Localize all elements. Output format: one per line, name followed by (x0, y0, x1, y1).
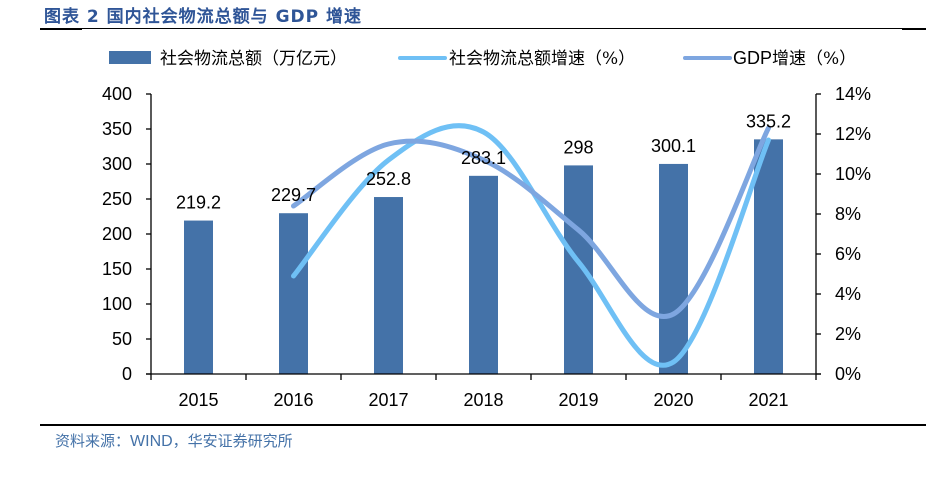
line-gdp-growth (291, 125, 771, 319)
bar-2017 (374, 197, 403, 374)
bar-2018 (469, 175, 498, 374)
source-prefix: 资料来源： (55, 432, 131, 450)
bars (184, 139, 783, 374)
bar-2021 (754, 139, 783, 374)
right-tick-label: 10% (835, 164, 871, 184)
x-tick-label-2020: 2020 (653, 390, 693, 410)
figure-title: 图表 2 国内社会物流总额与 GDP 增速 (44, 7, 363, 27)
legend: 社会物流总额（万亿元） 社会物流总额增速（%） GDP增速（%） (109, 48, 856, 69)
legend-swatch-bar (109, 51, 151, 64)
bar-2019 (564, 165, 593, 374)
x-tick-label-2021: 2021 (748, 390, 788, 410)
right-tick-label: 0% (835, 364, 861, 384)
right-tick-label: 4% (835, 284, 861, 304)
left-tick-label: 300 (102, 154, 132, 174)
x-tick-label-2017: 2017 (368, 390, 408, 410)
data-labels: 219.2 229.7 252.8 283.1 298 300.1 335.2 (176, 111, 791, 212)
bar-2015 (184, 220, 213, 374)
left-tick-label: 350 (102, 119, 132, 139)
x-tick-label-2019: 2019 (558, 390, 598, 410)
right-tick-label: 14% (835, 84, 871, 104)
right-tick-label: 12% (835, 124, 871, 144)
data-label-2021: 335.2 (746, 111, 791, 131)
bottom-rule (40, 424, 926, 426)
right-tick-label: 2% (835, 324, 861, 344)
right-tick-label: 6% (835, 244, 861, 264)
bar-2016 (279, 213, 308, 374)
left-tick-label: 200 (102, 224, 132, 244)
left-tick-label: 400 (102, 84, 132, 104)
data-label-2019: 298 (563, 137, 593, 157)
data-label-2020: 300.1 (651, 136, 696, 156)
legend-label-gdp-growth: GDP增速（%） (733, 48, 856, 69)
x-tick-label-2016: 2016 (273, 390, 313, 410)
source-note: 资料来源：WIND，华安证券研究所 (55, 430, 293, 451)
left-tick-label: 250 (102, 189, 132, 209)
lines (291, 123, 771, 368)
line-logistics-growth (291, 123, 771, 368)
source-suffix: ，华安证券研究所 (172, 432, 293, 450)
source-wind: WIND (130, 433, 173, 450)
legend-label-logistics-growth: 社会物流总额增速（%） (449, 49, 635, 69)
data-label-2015: 219.2 (176, 193, 221, 213)
axes: 0 50 100 150 200 250 300 350 400 0% 2% 4% 6% 8% 10% 12%… (102, 84, 871, 410)
top-rule (40, 28, 926, 29)
data-label-2018: 283.1 (461, 148, 506, 168)
x-tick-label-2015: 2015 (178, 390, 218, 410)
x-tick-label-2018: 2018 (463, 390, 503, 410)
left-tick-label: 0 (122, 364, 132, 384)
right-tick-label: 8% (835, 204, 861, 224)
top-rule-accent-right (902, 28, 926, 30)
left-tick-label: 50 (112, 329, 132, 349)
data-label-2016: 229.7 (271, 185, 316, 205)
data-label-2017: 252.8 (366, 169, 411, 189)
bar-2020 (659, 163, 688, 374)
left-tick-label: 100 (102, 294, 132, 314)
left-tick-label: 150 (102, 259, 132, 279)
legend-label-logistics-total: 社会物流总额（万亿元） (160, 49, 347, 69)
top-rule-accent-left (40, 28, 82, 30)
